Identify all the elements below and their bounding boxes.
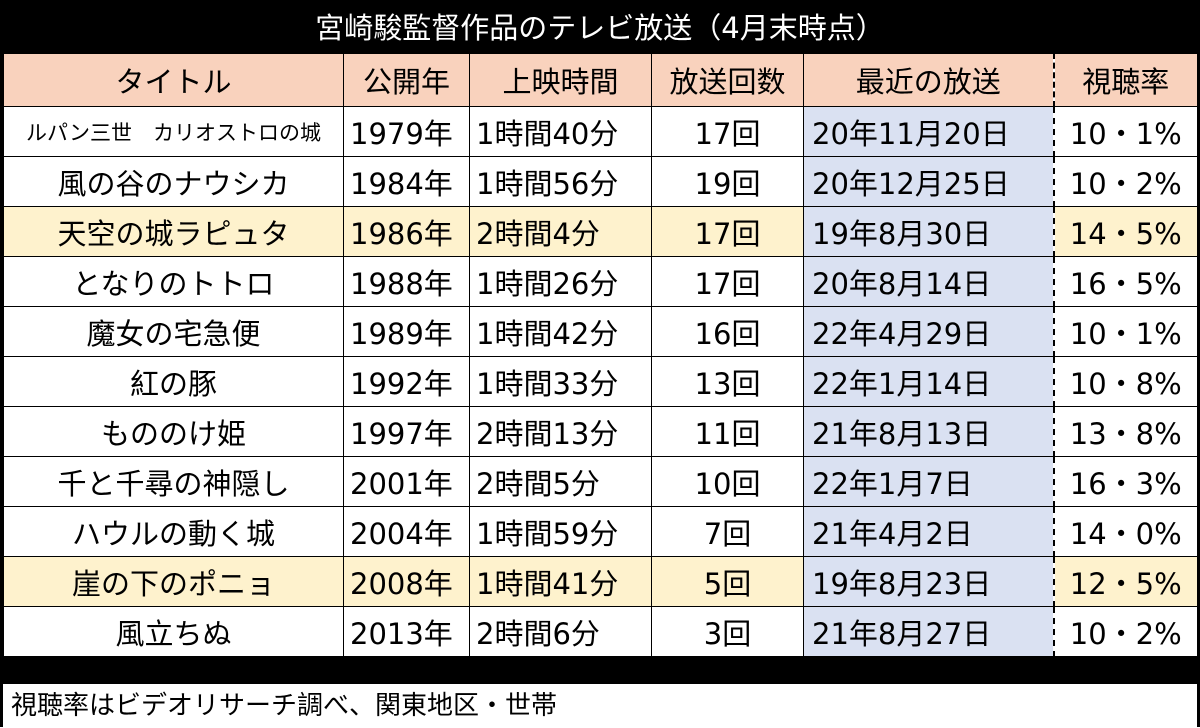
cell-runtime: 1時間41分	[469, 556, 652, 607]
cell-recent: 19年8月23日	[803, 556, 1054, 607]
cell-title: もののけ姫	[3, 406, 344, 457]
cell-runtime: 1時間40分	[469, 106, 652, 157]
cell-title: 千と千尋の神隠し	[3, 456, 344, 507]
header-recent: 最近の放送	[803, 53, 1054, 107]
cell-rating: 14・0%	[1052, 506, 1198, 557]
cell-count: 19回	[651, 156, 804, 207]
cell-recent: 22年4月29日	[803, 306, 1054, 357]
cell-runtime: 1時間26分	[469, 256, 652, 307]
cell-year: 1989年	[343, 306, 470, 357]
table-row: 天空の城ラピュタ 1986年 2時間4分 17回 19年8月30日 14・5%	[3, 206, 1198, 257]
cell-rating: 10・2%	[1052, 606, 1198, 657]
broadcast-table: タイトル 公開年 上映時間 放送回数 最近の放送 視聴率 ルパン三世 カリオスト…	[3, 53, 1198, 657]
cell-year: 2004年	[343, 506, 470, 557]
cell-runtime: 2時間6分	[469, 606, 652, 657]
header-title: タイトル	[3, 53, 344, 107]
cell-count: 7回	[651, 506, 804, 557]
cell-rating: 12・5%	[1052, 556, 1198, 607]
cell-title: ルパン三世 カリオストロの城	[3, 106, 344, 157]
table-row: 風の谷のナウシカ 1984年 1時間56分 19回 20年12月25日 10・2…	[3, 156, 1198, 207]
cell-count: 13回	[651, 356, 804, 407]
cell-rating: 16・3%	[1052, 456, 1198, 507]
cell-title: 風立ちぬ	[3, 606, 344, 657]
cell-rating: 10・1%	[1052, 106, 1198, 157]
cell-runtime: 2時間4分	[469, 206, 652, 257]
table-row: 崖の下のポニョ 2008年 1時間41分 5回 19年8月23日 12・5%	[3, 556, 1198, 607]
cell-year: 2008年	[343, 556, 470, 607]
cell-year: 1997年	[343, 406, 470, 457]
cell-rating: 10・2%	[1052, 156, 1198, 207]
footnote: 視聴率はビデオリサーチ調べ、関東地区・世帯	[3, 683, 1197, 727]
cell-count: 17回	[651, 256, 804, 307]
cell-year: 1984年	[343, 156, 470, 207]
table-row: もののけ姫 1997年 2時間13分 11回 21年8月13日 13・8%	[3, 406, 1198, 457]
header-row: タイトル 公開年 上映時間 放送回数 最近の放送 視聴率	[3, 53, 1198, 107]
table-row: となりのトトロ 1988年 1時間26分 17回 20年8月14日 16・5%	[3, 256, 1198, 307]
cell-recent: 21年4月2日	[803, 506, 1054, 557]
cell-title: 風の谷のナウシカ	[3, 156, 344, 207]
table-row: 魔女の宅急便 1989年 1時間42分 16回 22年4月29日 10・1%	[3, 306, 1198, 357]
cell-count: 3回	[651, 606, 804, 657]
cell-year: 1979年	[343, 106, 470, 157]
table-title: 宮崎駿監督作品のテレビ放送（4月末時点）	[3, 3, 1197, 53]
cell-recent: 21年8月27日	[803, 606, 1054, 657]
cell-count: 10回	[651, 456, 804, 507]
cell-title: 魔女の宅急便	[3, 306, 344, 357]
cell-recent: 20年12月25日	[803, 156, 1054, 207]
cell-runtime: 2時間5分	[469, 456, 652, 507]
cell-rating: 10・1%	[1052, 306, 1198, 357]
cell-year: 2001年	[343, 456, 470, 507]
cell-rating: 10・8%	[1052, 356, 1198, 407]
header-runtime: 上映時間	[469, 53, 652, 107]
cell-runtime: 1時間59分	[469, 506, 652, 557]
cell-year: 1988年	[343, 256, 470, 307]
cell-runtime: 2時間13分	[469, 406, 652, 457]
header-count: 放送回数	[651, 53, 804, 107]
cell-title: 天空の城ラピュタ	[3, 206, 344, 257]
table-row: 風立ちぬ 2013年 2時間6分 3回 21年8月27日 10・2%	[3, 606, 1198, 657]
table-row: ハウルの動く城 2004年 1時間59分 7回 21年4月2日 14・0%	[3, 506, 1198, 557]
cell-count: 16回	[651, 306, 804, 357]
header-year: 公開年	[343, 53, 470, 107]
cell-title: 紅の豚	[3, 356, 344, 407]
cell-count: 17回	[651, 106, 804, 157]
cell-recent: 21年8月13日	[803, 406, 1054, 457]
cell-recent: 20年11月20日	[803, 106, 1054, 157]
cell-year: 1992年	[343, 356, 470, 407]
cell-runtime: 1時間33分	[469, 356, 652, 407]
cell-year: 2013年	[343, 606, 470, 657]
cell-title: ハウルの動く城	[3, 506, 344, 557]
cell-rating: 14・5%	[1052, 206, 1198, 257]
cell-title: 崖の下のポニョ	[3, 556, 344, 607]
cell-recent: 19年8月30日	[803, 206, 1054, 257]
header-rating: 視聴率	[1052, 53, 1198, 107]
cell-recent: 20年8月14日	[803, 256, 1054, 307]
cell-rating: 13・8%	[1052, 406, 1198, 457]
table-row: ルパン三世 カリオストロの城 1979年 1時間40分 17回 20年11月20…	[3, 106, 1198, 157]
table-row: 紅の豚 1992年 1時間33分 13回 22年1月14日 10・8%	[3, 356, 1198, 407]
cell-recent: 22年1月7日	[803, 456, 1054, 507]
cell-runtime: 1時間42分	[469, 306, 652, 357]
cell-recent: 22年1月14日	[803, 356, 1054, 407]
cell-year: 1986年	[343, 206, 470, 257]
cell-count: 5回	[651, 556, 804, 607]
cell-count: 11回	[651, 406, 804, 457]
cell-count: 17回	[651, 206, 804, 257]
cell-title: となりのトトロ	[3, 256, 344, 307]
cell-rating: 16・5%	[1052, 256, 1198, 307]
table-row: 千と千尋の神隠し 2001年 2時間5分 10回 22年1月7日 16・3%	[3, 456, 1198, 507]
cell-runtime: 1時間56分	[469, 156, 652, 207]
